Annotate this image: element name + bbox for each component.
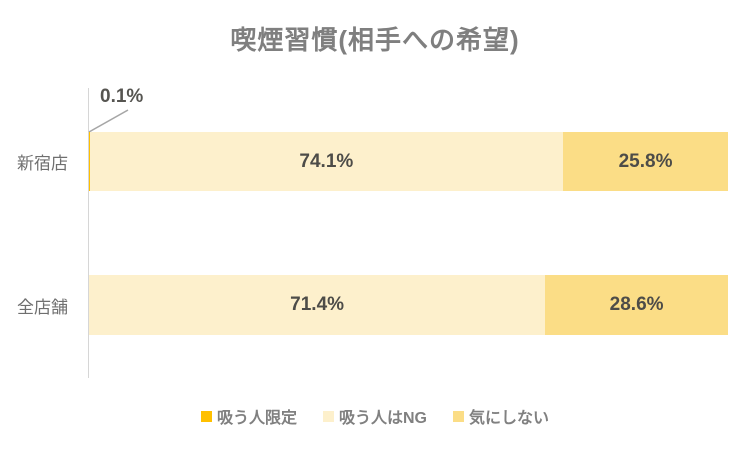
bar-segment-smokers_only <box>89 132 90 191</box>
legend-swatch-dont_mind <box>453 410 464 422</box>
data-label: 74.1% <box>299 150 354 172</box>
legend-label: 吸う人はNG <box>338 410 427 427</box>
data-label: 71.4% <box>290 294 345 315</box>
bar-segment-dont_mind: 25.8% <box>563 132 728 191</box>
legend-item-dont_mind: 気にしない <box>453 404 549 428</box>
category-label-shinjuku-store: 新宿店 <box>17 154 68 173</box>
chart-legend: 吸う人限定 吸う人はNG 気にしない <box>0 404 750 428</box>
callout-label-smokers-only: 0.1% <box>100 86 144 107</box>
bar-segment-smokers_ng: 74.1% <box>89 132 564 191</box>
legend-swatch-smokers_ng <box>322 410 334 422</box>
chart-title: 喫煙習慣(相手への希望) <box>230 25 520 55</box>
legend-item-smokers_only: 吸う人限定 <box>200 404 297 428</box>
legend-item-smokers_ng: 吸う人はNG <box>322 404 427 428</box>
y-axis-line <box>88 88 89 378</box>
bar-row-all-stores: 全店舗 71.4% 28.6% <box>0 275 750 335</box>
bar-segment-dont_mind: 28.6% <box>545 275 728 335</box>
legend-swatch-smokers_only <box>200 410 212 422</box>
legend-label: 気にしない <box>469 410 550 427</box>
legend-label: 吸う人限定 <box>216 410 297 427</box>
data-label: 25.8% <box>618 150 673 172</box>
stacked-bar-shinjuku-store: 74.1% 25.8% <box>89 132 728 191</box>
category-label-all-stores: 全店舗 <box>17 297 68 317</box>
stacked-bar-all-stores: 71.4% 28.6% <box>89 275 728 335</box>
data-label: 28.6% <box>609 294 664 315</box>
bar-segment-smokers_ng: 71.4% <box>89 275 546 335</box>
bar-row-shinjuku-store: 新宿店 74.1% 25.8% <box>0 132 750 191</box>
